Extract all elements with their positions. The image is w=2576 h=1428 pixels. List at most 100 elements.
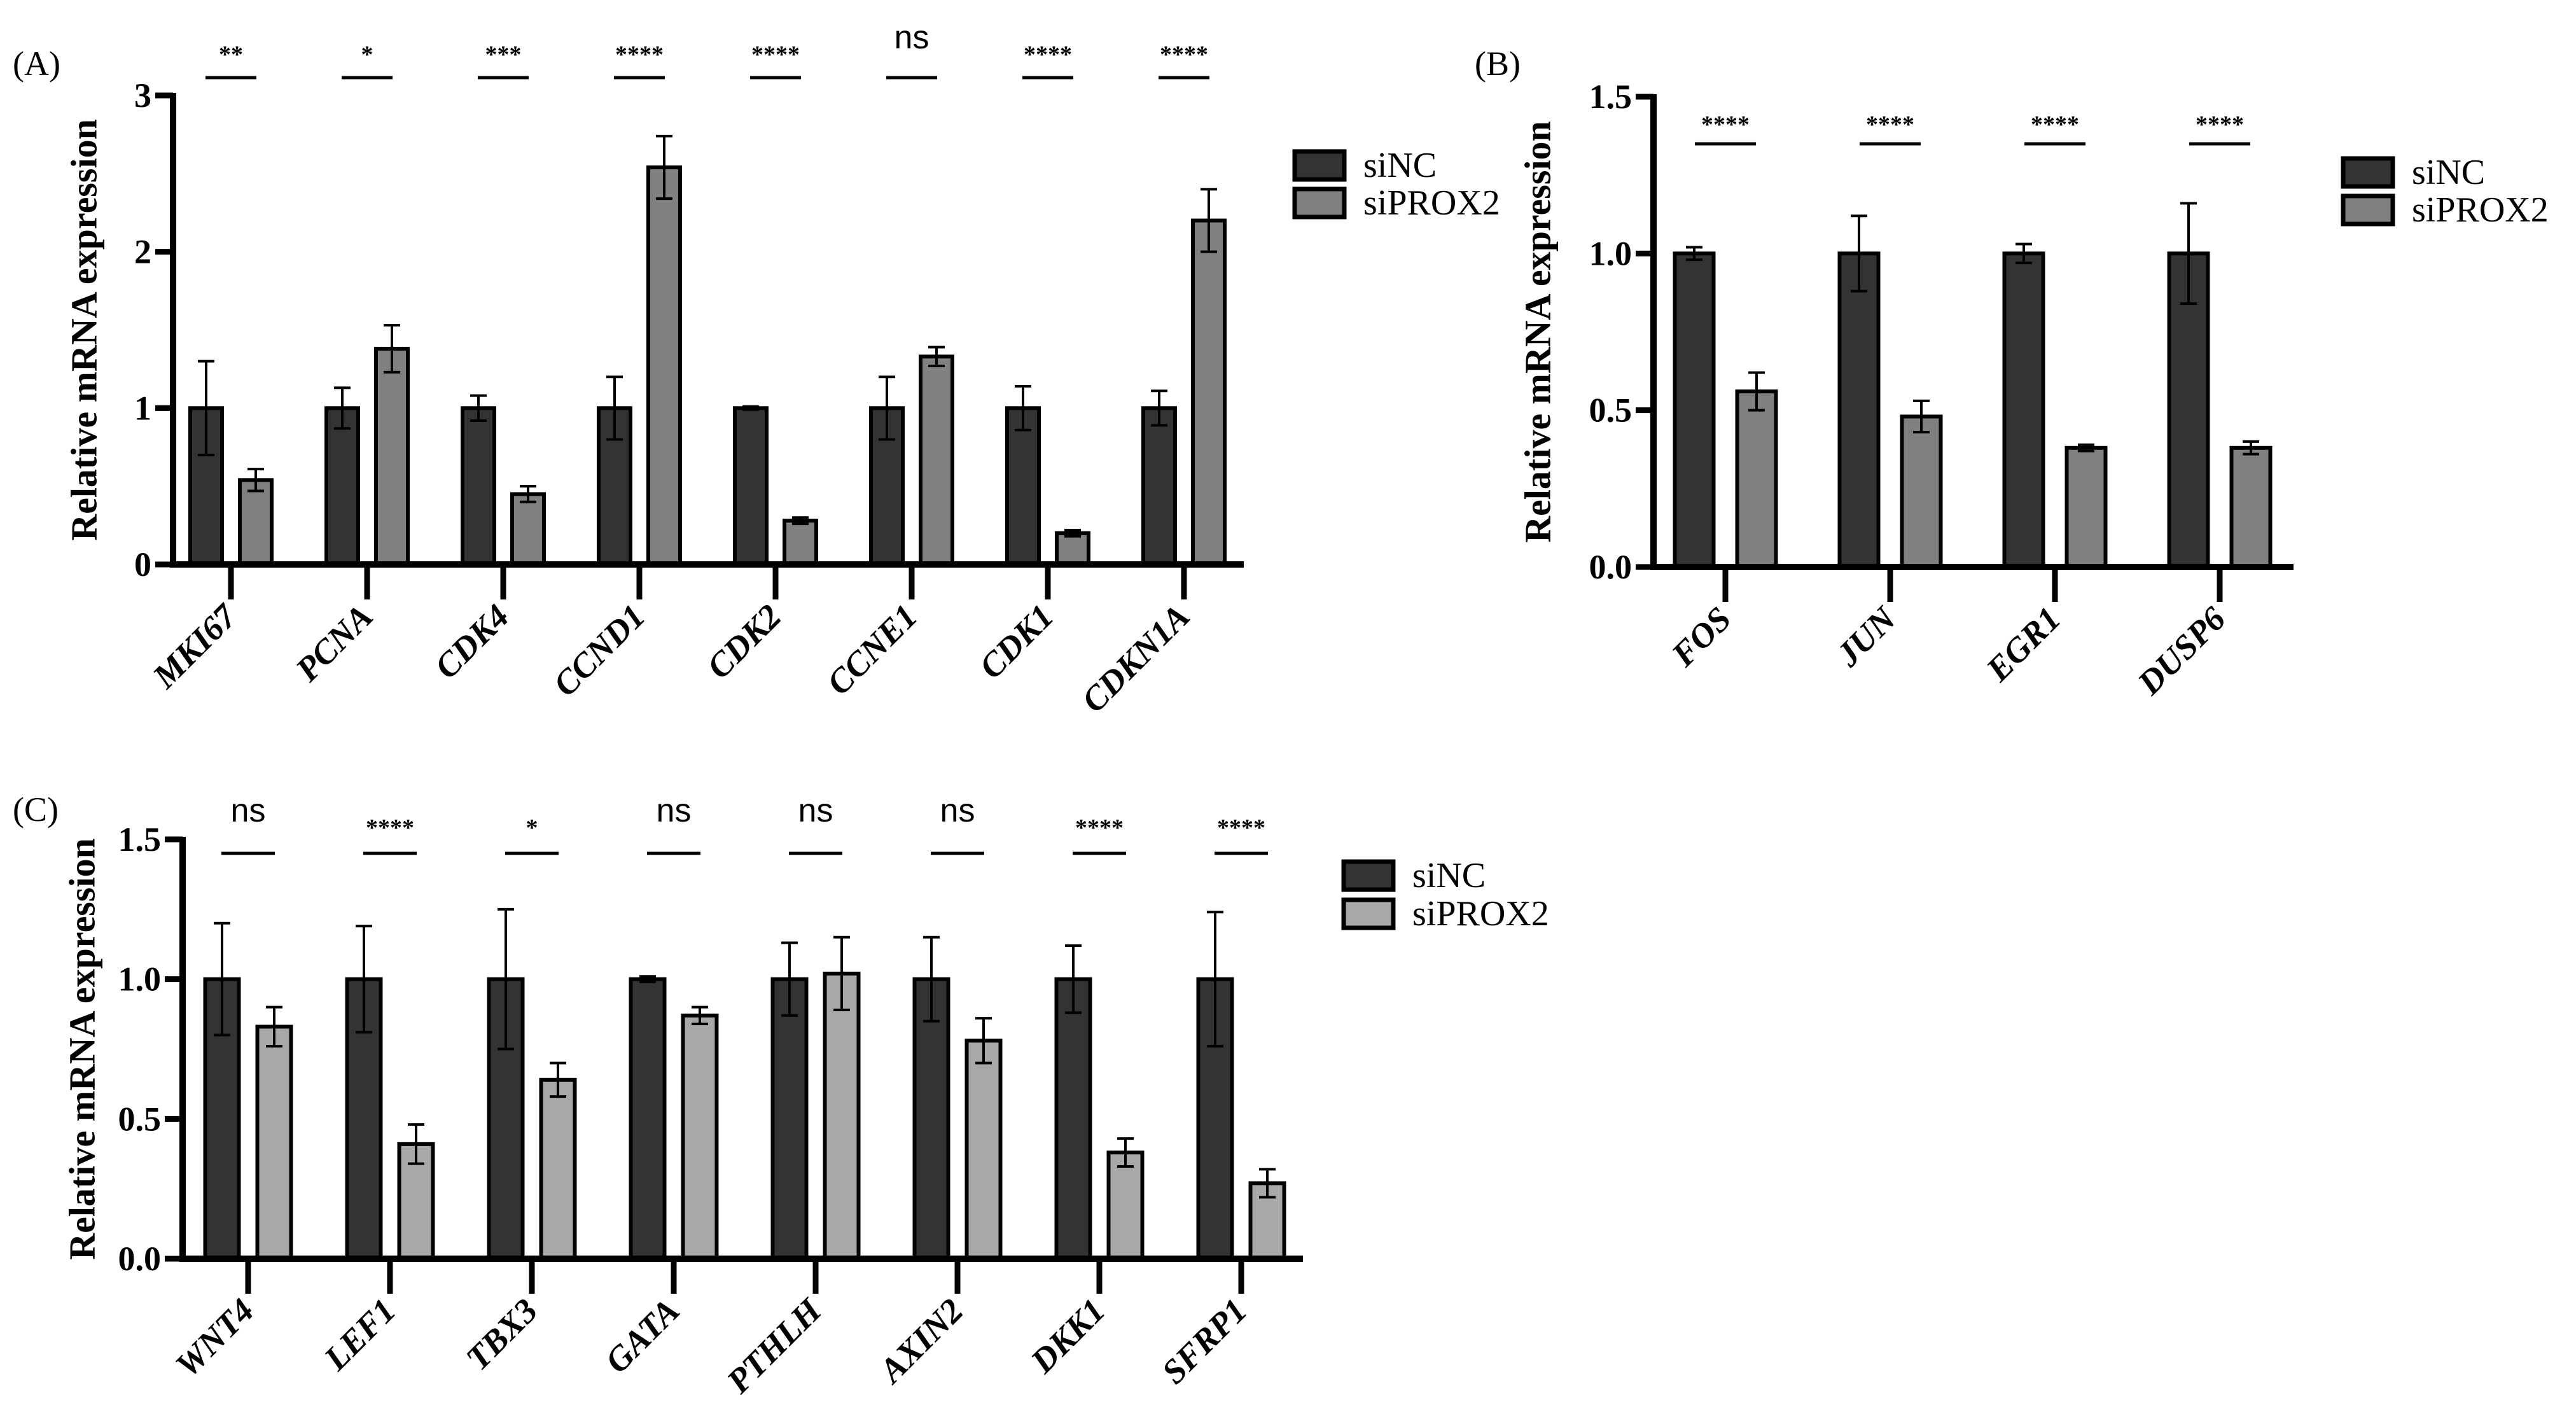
significance-label: **** [1075, 815, 1124, 841]
bar-siPROX2-EGR1 [2064, 445, 2108, 570]
bar-siPROX2-JUN [1900, 414, 1943, 570]
bar-siPROX2-DKK1 [1106, 1151, 1145, 1261]
bar-siPROX2-MKI67 [238, 478, 274, 567]
bar-siPROX2-TBX3 [539, 1077, 577, 1261]
x-tick-label: AXIN2 [870, 1291, 970, 1391]
bar-siNC-CDK1 [1005, 406, 1041, 566]
significance-label: * [361, 41, 373, 68]
bar-siPROX2-FOS [1735, 389, 1778, 570]
x-tick-label: CDKN1A [1074, 597, 1197, 720]
legend-label: siNC [2412, 153, 2485, 192]
legend-swatch-siNC [1292, 149, 1347, 182]
significance-label: ns [657, 792, 692, 829]
y-tick-label: 0 [134, 545, 151, 584]
x-tick-label: CDK2 [699, 597, 788, 686]
significance-label: **** [1024, 41, 1072, 68]
y-tick-label: 0.5 [1589, 391, 1633, 430]
legend-label: siNC [1363, 146, 1437, 185]
bar-siPROX2-WNT4 [255, 1025, 293, 1261]
significance-label: **** [2031, 111, 2079, 138]
chart-panel-a: (A)Relative mRNA expression MKI67 ** PCNA * C… [13, 19, 1500, 720]
chart-panel-c: (C)Relative mRNA expressionWNT4nsLEF1***… [13, 790, 1549, 1401]
bar-siPROX2-CDK4 [510, 492, 546, 567]
significance-label: ns [231, 792, 266, 829]
legend-label: siPROX2 [1363, 183, 1500, 223]
significance-label: **** [1701, 111, 1750, 138]
bar-siNC-GATA [629, 977, 667, 1261]
panel-label: (B) [1475, 45, 1521, 83]
bar-siNC-CDK2 [733, 406, 769, 566]
significance-label: ns [940, 792, 975, 829]
significance-label: **** [615, 41, 664, 68]
x-tick-label: SFRP1 [1154, 1291, 1254, 1391]
y-tick-label: 1.5 [118, 820, 162, 858]
bar-siPROX2-PTHLH [823, 971, 861, 1261]
x-tick-label: WNT4 [168, 1291, 261, 1384]
y-tick-label: 0.0 [1589, 548, 1633, 586]
legend-label: siPROX2 [1412, 894, 1549, 934]
x-tick-label: PCNA [288, 597, 380, 689]
y-tick-label: 1.0 [118, 960, 162, 998]
legend-swatch-siPROX2 [2341, 193, 2395, 227]
x-tick-label: LEF1 [316, 1291, 403, 1378]
x-tick-label: CCNE1 [819, 597, 925, 703]
chart-panel-b: (B) Relative mRNA expression FOS **** JUN ***… [1475, 45, 2549, 703]
bar-siNC-EGR1 [2002, 251, 2045, 569]
bar-siNC-CDKN1A [1141, 406, 1177, 566]
x-tick-label: DUSP6 [2130, 599, 2233, 703]
x-tick-label: JUN [1828, 599, 1904, 675]
significance-label: **** [1160, 41, 1208, 68]
bar-siPROX2-CDKN1A [1191, 218, 1227, 566]
bar-siNC-PCNA [324, 406, 360, 566]
y-tick-label: 3 [134, 76, 151, 115]
y-axis-label: Relative mRNA expression [63, 119, 104, 541]
x-tick-label: CDK4 [427, 597, 516, 686]
bar-siNC-CDK4 [461, 406, 496, 566]
legend-label: siNC [1412, 856, 1486, 895]
y-tick-label: 0.0 [118, 1240, 162, 1278]
legend-swatch-siNC [2341, 156, 2395, 189]
legend-swatch-siNC [1341, 859, 1396, 892]
x-tick-label: PTHLH [719, 1291, 830, 1401]
x-tick-label: CDK1 [971, 597, 1061, 686]
bar-siNC-FOS [1673, 251, 1716, 569]
bar-siPROX2-CDK2 [783, 519, 818, 566]
x-tick-label: TBX3 [459, 1291, 545, 1378]
bar-siPROX2-CDK1 [1055, 531, 1090, 566]
bar-siNC-DKK1 [1054, 977, 1092, 1261]
significance-label: *** [485, 41, 522, 68]
y-tick-label: 1.5 [1589, 78, 1633, 116]
x-tick-label: MKI67 [145, 596, 245, 696]
legend-label: siPROX2 [2412, 190, 2549, 230]
significance-label: **** [751, 41, 800, 68]
significance-label: * [526, 815, 538, 841]
x-tick-label: CCND1 [546, 597, 653, 704]
significance-label: ns [895, 19, 929, 56]
y-axis-label: Relative mRNA expression [61, 838, 102, 1260]
significance-label: **** [366, 815, 414, 841]
legend-swatch-siPROX2 [1292, 186, 1347, 220]
bar-siNC-PTHLH [770, 977, 809, 1261]
y-axis-label: Relative mRNA expression [1517, 121, 1558, 543]
y-tick-label: 1 [134, 389, 151, 427]
panel-label: (C) [13, 790, 59, 829]
bar-siPROX2-GATA [681, 1013, 719, 1261]
bar-siNC-JUN [1837, 251, 1881, 569]
bar-siPROX2-AXIN2 [964, 1039, 1003, 1261]
bar-siPROX2-CCND1 [646, 165, 682, 566]
significance-label: **** [2196, 111, 2244, 138]
significance-label: **** [1217, 815, 1265, 841]
x-tick-label: EGR1 [1979, 599, 2068, 689]
x-tick-label: GATA [597, 1291, 686, 1380]
panel-label: (A) [13, 45, 60, 83]
significance-label: ns [798, 792, 833, 829]
legend-swatch-siPROX2 [1341, 897, 1396, 930]
x-tick-label: FOS [1664, 599, 1738, 674]
significance-label: ** [219, 41, 243, 68]
bar-siPROX2-PCNA [374, 346, 410, 566]
bar-siPROX2-CCNE1 [919, 354, 954, 566]
